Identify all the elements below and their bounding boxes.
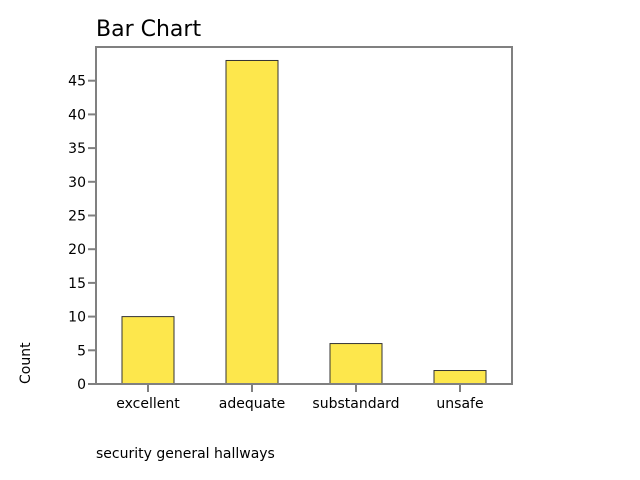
y-tick-label: 45 [68,74,86,90]
x-axis-label: security general hallways [96,446,275,462]
bar-adequate [225,59,279,385]
chart-title: Bar Chart [96,17,202,42]
y-tick-label: 30 [68,175,86,191]
x-tick-label: adequate [219,396,286,412]
bar-substandard [329,343,383,385]
x-tick-label: unsafe [436,396,483,412]
y-tick-label: 40 [68,107,86,123]
x-tick-label: substandard [312,396,399,412]
y-tick-label: 10 [68,310,86,326]
bar-excellent [121,316,175,385]
plot-frame [95,46,513,385]
y-tick-label: 0 [77,377,86,393]
y-tick-label: 5 [77,343,86,359]
y-tick-label: 15 [68,276,86,292]
y-tick-label: 20 [68,242,86,258]
bar-unsafe [433,370,487,385]
y-tick-label: 35 [68,141,86,157]
x-tick-label: excellent [116,396,180,412]
y-tick-label: 25 [68,209,86,225]
